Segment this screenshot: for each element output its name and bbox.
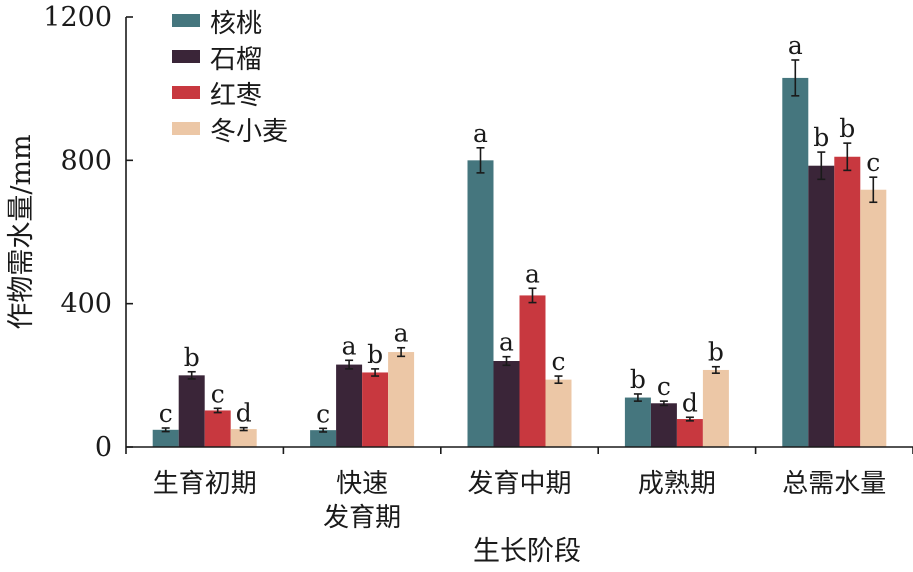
error-bar [633,393,642,402]
bar [336,364,363,447]
x-tick-label: 快速发育期 [323,469,401,533]
y-tick-label: 400 [60,289,112,320]
bar [230,429,257,447]
error-bar [502,355,511,367]
bar [702,369,729,447]
y-axis-title: 作物需水量/mm [6,134,37,329]
significance-label: b [630,365,646,394]
error-bar [659,400,668,407]
bar [178,375,205,447]
legend-label: 石榴 [210,45,262,75]
legend-swatch [172,14,200,27]
significance-label: c [316,399,330,428]
bar [676,419,703,447]
x-tick-label: 发育中期 [467,469,571,499]
significance-label: c [551,347,565,376]
bar [624,397,651,447]
significance-label: c [159,399,173,428]
error-bar [213,407,222,414]
y-tick-label: 800 [60,145,112,176]
bar [204,410,231,447]
error-bar [161,427,170,433]
bar [388,352,415,447]
error-bar [476,146,485,174]
bar [808,165,835,448]
significance-label: c [866,148,880,177]
error-bar [843,142,852,172]
legend-swatch [172,122,200,135]
x-axis-title: 生长阶段 [473,536,581,567]
significance-label: a [394,319,409,348]
significance-label: c [211,379,225,408]
significance-label: b [813,123,829,152]
legend-swatch [172,50,200,63]
error-bar [345,359,354,370]
bar [545,379,572,447]
error-bar [869,176,878,204]
error-bar [319,427,328,433]
x-tick-label: 总需水量 [782,469,886,499]
significance-label: c [657,372,671,401]
x-tick-label: 生育初期 [153,469,257,499]
legend-label: 冬小麦 [210,117,288,147]
significance-label: a [473,119,488,148]
error-bar [554,375,563,385]
bar [493,361,520,447]
bar [860,189,887,447]
bar [782,77,809,448]
significance-label: a [525,259,540,288]
error-bar [397,346,406,358]
bar [152,429,179,447]
significance-label: a [788,31,803,60]
bars-layer [152,59,887,448]
error-bar [791,59,800,97]
error-bar [528,287,537,304]
bar [834,156,861,447]
significance-label: b [367,340,383,369]
legend-swatch [172,86,200,99]
legend-label: 核桃 [210,9,262,39]
bar [519,295,546,447]
error-bar [187,370,196,380]
significance-label: d [236,399,252,428]
x-tick-label: 成熟期 [638,469,716,499]
error-bar [685,416,694,422]
y-tick-label: 0 [95,432,112,463]
significance-label: d [682,388,698,417]
error-bar [817,151,826,181]
bar [650,403,677,447]
bar [310,430,337,447]
axes-layer: 0 400 800 1200 生育初期 快速发育期 发育中期 成熟期 总需水量 [43,2,913,533]
error-bar [239,426,248,432]
error-bar [371,368,380,377]
significance-label: a [499,328,514,357]
bar [467,160,494,448]
significance-label: b [839,114,855,143]
legend-label: 红枣 [210,81,262,111]
error-bar [711,365,720,374]
significance-label: a [342,331,357,360]
significance-label: b [184,343,200,372]
bar [362,372,389,447]
y-tick-label: 1200 [43,2,112,33]
significance-label: b [708,338,724,367]
